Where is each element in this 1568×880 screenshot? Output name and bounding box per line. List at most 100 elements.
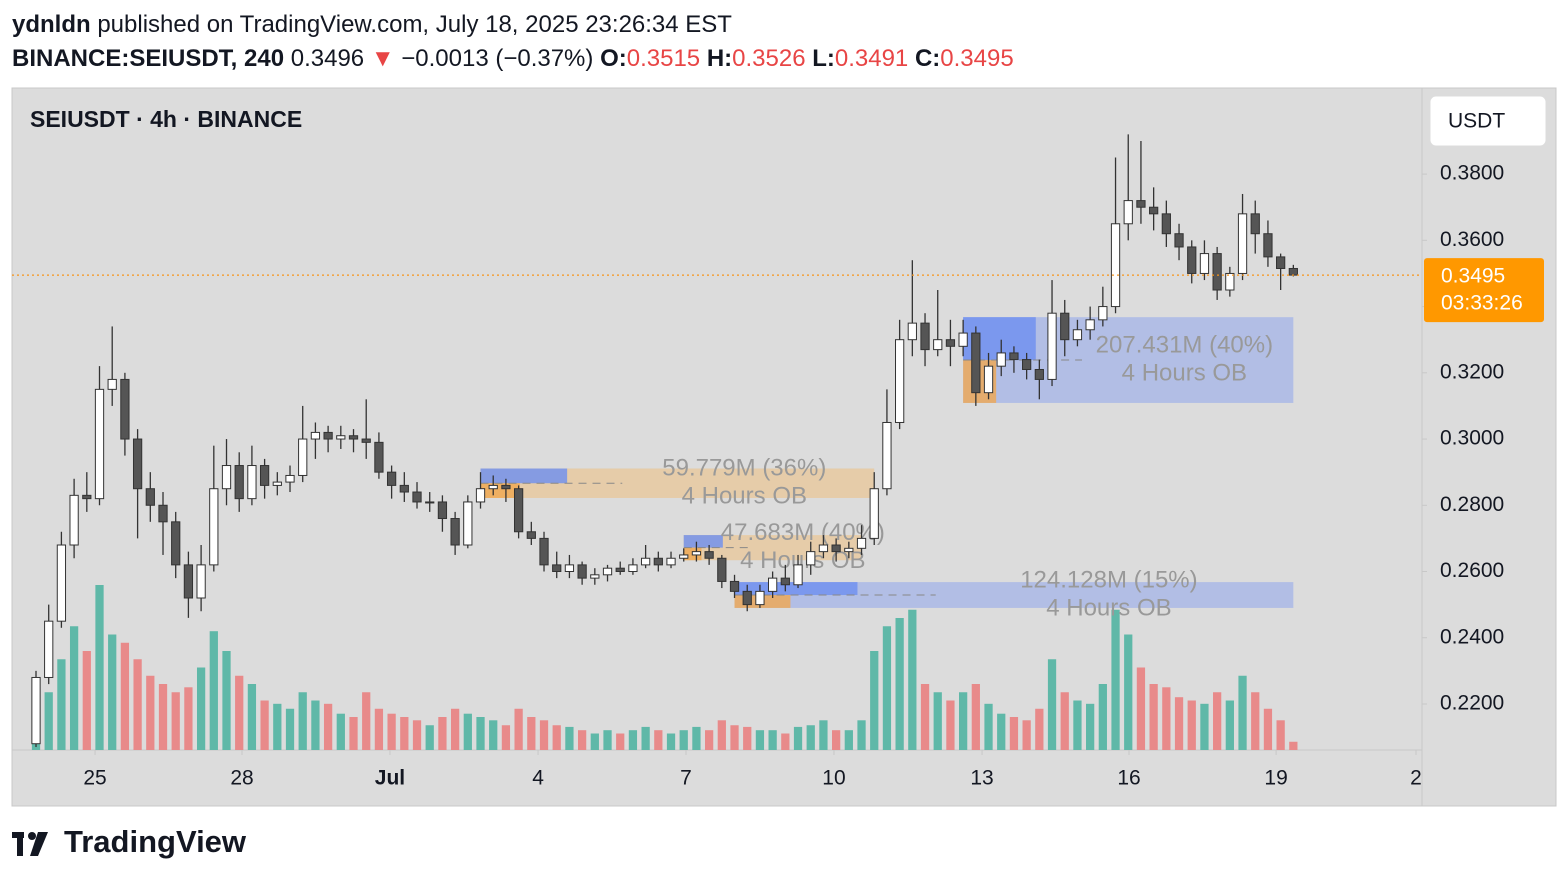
volume-bar <box>476 717 485 750</box>
candle-body <box>742 590 752 606</box>
volume-bar <box>654 730 663 750</box>
volume-bar <box>616 733 625 750</box>
volume-bar <box>971 684 980 750</box>
volume-bar <box>362 692 371 750</box>
candle-body <box>679 554 689 559</box>
candle-body <box>171 521 181 566</box>
volume-bar <box>1009 717 1019 750</box>
price-label: 0.3495 <box>1441 265 1505 288</box>
volume-bar <box>743 726 752 750</box>
volume-bar <box>57 659 66 750</box>
candle-body <box>793 564 803 586</box>
y-tick-label: 0.3200 <box>1440 360 1504 383</box>
volume-bar <box>374 708 384 750</box>
candle-body <box>1212 253 1222 291</box>
candle-body <box>437 501 448 520</box>
ob-volume: 207.431M (40%) <box>1096 331 1273 358</box>
volume-bar <box>1187 700 1196 750</box>
candle-body <box>1237 213 1248 274</box>
volume-bar <box>120 642 130 750</box>
volume-bar <box>984 703 993 750</box>
candle-body <box>564 564 575 573</box>
currency-button[interactable] <box>1429 95 1547 147</box>
volume-bar <box>565 726 574 750</box>
candle-body <box>640 557 651 566</box>
volume-bar <box>1098 684 1107 750</box>
volume-bar <box>832 730 841 750</box>
candle-body <box>526 531 536 539</box>
volume-bar <box>768 730 777 750</box>
volume-bar <box>1073 700 1082 750</box>
volume-bar <box>196 667 206 750</box>
candle-body <box>501 484 511 490</box>
volume-bar <box>311 700 320 750</box>
candle-body <box>755 590 765 606</box>
candle-body <box>132 438 143 490</box>
candle-body <box>183 564 194 599</box>
y-tick-label: 0.2200 <box>1440 692 1504 715</box>
volume-bar <box>679 730 688 750</box>
volume-bar <box>577 730 587 750</box>
volume-bar <box>44 692 53 750</box>
candle-body <box>552 564 562 573</box>
volume-bar <box>235 675 244 750</box>
volume-bar <box>527 717 536 750</box>
currency[interactable]: USDT <box>1448 110 1505 133</box>
ob-volume: 124.128M (15%) <box>1020 566 1197 593</box>
candle-body <box>818 544 829 553</box>
candle-body <box>1123 200 1133 225</box>
volume-bar <box>438 717 447 750</box>
candle-body <box>463 501 473 546</box>
candle-body <box>983 365 994 394</box>
volume-bar <box>641 726 650 750</box>
volume-bar <box>895 618 904 750</box>
ob-accent <box>734 582 858 596</box>
candle-body <box>806 551 816 566</box>
ob-label: 4 Hours OB <box>1122 359 1247 386</box>
volume-bar <box>844 730 853 750</box>
candle-body <box>1060 312 1070 341</box>
ob-label: 4 Hours OB <box>682 483 807 510</box>
candle-body <box>386 471 397 486</box>
candle-body <box>1250 213 1260 235</box>
candle-body <box>691 551 702 556</box>
volume-bar <box>1251 692 1260 750</box>
volume-bar <box>552 725 561 750</box>
candle-body <box>1047 312 1057 380</box>
candle-body <box>1022 359 1032 370</box>
volume-bar <box>1124 634 1133 750</box>
candle-body <box>933 339 943 351</box>
ob-accent <box>480 468 568 484</box>
candle-body <box>653 557 663 566</box>
volume-bar <box>387 713 396 750</box>
candle-body <box>945 339 956 347</box>
volume-bar <box>1200 703 1209 750</box>
x-tick-label: 25 <box>83 767 106 790</box>
candle-body <box>513 488 524 533</box>
candle-body <box>895 339 905 423</box>
candle-body <box>729 580 740 592</box>
volume-bar <box>501 725 511 750</box>
volume-bar <box>1136 667 1146 750</box>
c-label: C: <box>914 45 941 72</box>
candle-body <box>1174 233 1184 248</box>
volume-bar <box>108 634 117 750</box>
volume-bar <box>603 730 612 750</box>
h-label: H: <box>706 45 733 72</box>
y-tick-label: 0.2600 <box>1440 559 1504 582</box>
line1: ydnldn published on TradingView.com, Jul… <box>12 8 1014 42</box>
candle-body <box>1034 368 1044 380</box>
x-tick-label: 4 <box>532 767 544 790</box>
price: 0.3496 <box>290 45 365 72</box>
volume-bar <box>539 720 549 750</box>
candles <box>31 134 1298 748</box>
l: 0.3491 <box>834 45 909 72</box>
volume-bar <box>781 733 790 750</box>
volume-bar <box>730 725 739 750</box>
x-tick-label: 28 <box>230 767 253 790</box>
candle-body <box>1149 206 1159 215</box>
candle-body <box>1187 246 1197 274</box>
candle-body <box>590 574 600 579</box>
